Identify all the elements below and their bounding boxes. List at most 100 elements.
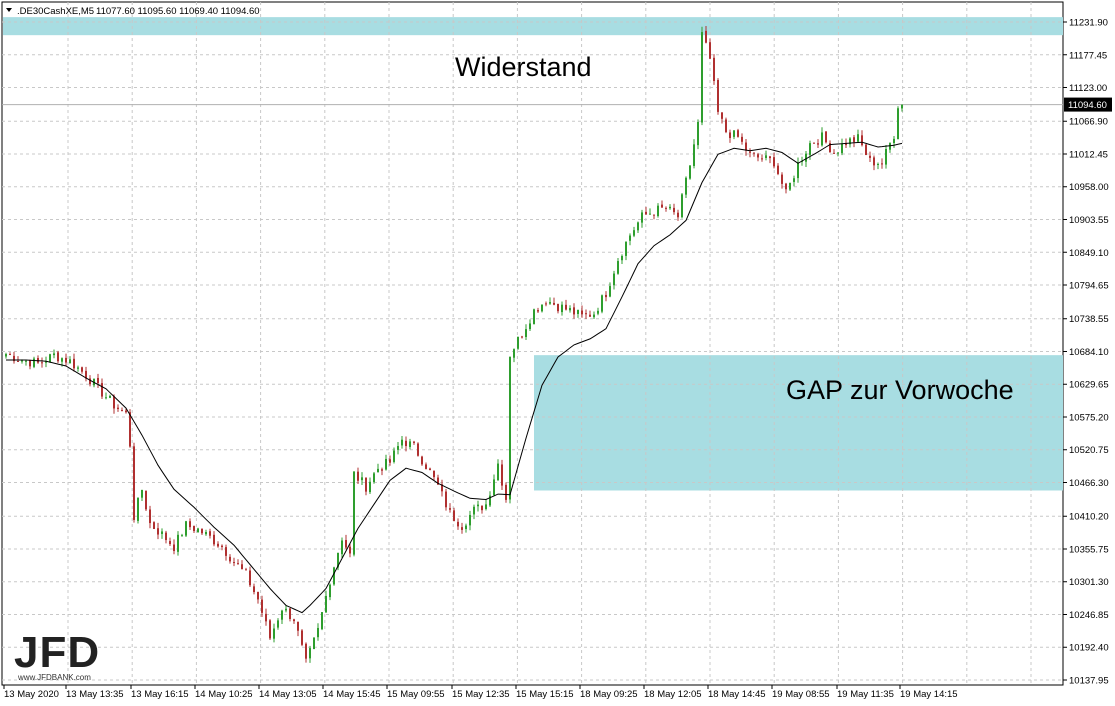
y-tick-label: 10958.00 [1069,182,1109,193]
candle-up [489,495,491,506]
y-tick-label: 10684.10 [1069,347,1109,358]
y-tick-label: 11066.90 [1069,117,1108,128]
candle-down [861,135,863,146]
candle-down [289,608,291,619]
candle-down [29,359,31,367]
candle-down [229,556,231,562]
candle-down [589,314,591,317]
candle-up [629,235,631,241]
candle-up [901,104,903,109]
candle-up [69,359,71,364]
candle-down [365,477,367,492]
y-tick-label: 10575.20 [1069,412,1109,423]
candle-up [5,354,7,357]
candle-up [409,441,411,447]
candle-down [241,564,243,570]
candle-down [257,591,259,600]
candle-down [865,144,867,155]
candle-down [297,621,299,631]
candle-up [493,479,495,496]
candle-down [825,131,827,143]
candle-up [841,143,843,154]
candle-down [453,510,455,521]
candle-down [437,477,439,485]
candle-down [349,546,351,554]
candle-up [281,610,283,620]
candle-down [389,459,391,463]
y-tick-label: 10466.30 [1069,478,1109,489]
candle-down [873,157,875,166]
x-tick-label: 14 May 13:05 [259,689,317,700]
candle-up [185,521,187,536]
candle-up [617,261,619,274]
candle-up [533,309,535,324]
candle-down [381,469,383,471]
candle-down [481,505,483,511]
candle-up [577,310,579,314]
candle-up [649,213,651,215]
dropdown-triangle-icon [6,8,12,12]
candle-down [729,132,731,139]
candle-up [177,534,179,552]
candle-up [397,446,399,450]
candle-down [553,302,555,305]
candle-down [101,383,103,397]
candle-up [309,648,311,659]
y-tick-label: 10738.55 [1069,314,1109,325]
candle-up [497,463,499,481]
x-tick-label: 15 May 15:15 [516,689,574,700]
candle-down [753,152,755,154]
candle-down [269,620,271,639]
x-tick-label: 19 May 14:15 [900,689,958,700]
candle-down [845,143,847,146]
candle-down [441,484,443,492]
candle-up [329,584,331,598]
ohlc-values: 11077.60 11095.60 11069.40 11094.60 [96,6,260,17]
candle-down [345,540,347,548]
x-tick-label: 13 May 2020 [4,689,59,700]
candle-down [521,336,523,338]
candle-down [145,490,147,510]
candle-down [417,443,419,456]
candle-down [265,613,267,622]
candle-up [469,514,471,526]
candle-up [593,314,595,318]
candle-down [221,545,223,547]
candle-down [421,456,423,465]
candle-down [213,534,215,545]
candle-down [785,183,787,190]
candle-down [57,352,59,362]
candle-up [25,360,27,362]
y-tick-label: 10192.40 [1069,643,1109,654]
candle-up [285,608,287,611]
candle-up [313,637,315,650]
candle-up [837,152,839,154]
candle-down [85,370,87,379]
candle-up [393,450,395,462]
candle-up [529,323,531,330]
x-tick-label: 15 May 12:35 [452,689,510,700]
candle-down [725,119,727,133]
candle-down [829,143,831,153]
candle-up [789,182,791,190]
candle-up [849,138,851,145]
candle-down [769,156,771,159]
candle-up [333,567,335,585]
candle-down [573,307,575,315]
y-tick-label: 11231.90 [1069,18,1108,29]
candle-down [425,464,427,469]
candle-up [373,473,375,483]
candle-up [273,628,275,639]
candle-up [561,304,563,313]
candle-down [253,586,255,593]
candle-up [549,302,551,304]
candle-down [169,541,171,545]
current-price-badge [1064,97,1112,112]
plot-area [1,1,1064,686]
candle-down [261,599,263,613]
candle-up [105,397,107,399]
candle-down [449,508,451,510]
candle-up [317,627,319,638]
candle-up [893,138,895,144]
